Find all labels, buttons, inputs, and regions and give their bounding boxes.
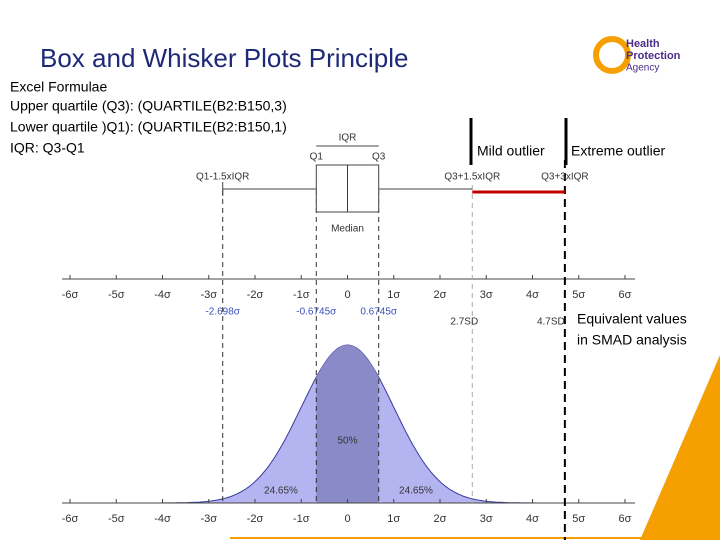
mild-outlier-label: Mild outlier (477, 143, 545, 159)
iqr-area (316, 345, 379, 503)
fence-label: Q1-1.5xIQR (196, 172, 249, 183)
axis-tick-label: 2σ (434, 289, 447, 301)
sd-label: 2.7SD (450, 317, 478, 328)
axis-tick-label: 2σ (434, 513, 447, 525)
axis-tick-label: -2σ (247, 289, 264, 301)
axis-tick-label: 4σ (526, 289, 539, 301)
axis-tick-label: 0 (344, 513, 350, 525)
axis-tick-label: 6σ (619, 289, 632, 301)
axis-tick-label: 3σ (480, 513, 493, 525)
axis-tick-label: 1σ (387, 513, 400, 525)
axis-tick-label: -5σ (108, 289, 125, 301)
equivalent-label: in SMAD analysis (577, 332, 687, 348)
q3-label: Q3 (372, 152, 386, 163)
formula-line: Upper quartile (Q3): (QUARTILE(B2:B150,3… (10, 98, 287, 114)
axis-tick-label: -1σ (293, 513, 310, 525)
equivalent-label: Equivalent values (577, 311, 687, 327)
axis-tick-label: 0 (344, 289, 350, 301)
axis-tick-label: 5σ (572, 513, 585, 525)
axis-tick-label: 1σ (387, 289, 400, 301)
logo-mark (593, 36, 631, 74)
axis-tick-label: -3σ (200, 289, 217, 301)
logo-text: Health (626, 38, 660, 50)
area-label: 50% (337, 436, 357, 447)
q1-label: Q1 (310, 152, 324, 163)
median-label: Median (331, 224, 364, 235)
sigma-label: 0.6745σ (360, 307, 398, 318)
sigma-label: -0.6745σ (296, 307, 337, 318)
axis-tick-label: -4σ (154, 289, 171, 301)
axis-tick-label: -3σ (200, 513, 217, 525)
sd-label: 4.7SD (537, 317, 565, 328)
axis-tick-label: -2σ (247, 513, 264, 525)
axis-tick-label: -1σ (293, 289, 310, 301)
axis-tick-label: -6σ (62, 289, 79, 301)
logo-text: Protection (626, 50, 681, 62)
area-label: 24.65% (399, 486, 433, 497)
area-label: 24.65% (264, 486, 298, 497)
fence-label: Q3+1.5xIQR (444, 172, 500, 183)
formula-line: Lower quartile )Q1): (QUARTILE(B2:B150,1… (10, 119, 287, 135)
sigma-label: -2.698σ (205, 307, 240, 318)
extreme-outlier-label: Extreme outlier (571, 143, 665, 159)
axis-tick-label: 3σ (480, 289, 493, 301)
logo: Health Protection Agency (593, 36, 681, 74)
axis-tick-label: -4σ (154, 513, 171, 525)
logo-text: Agency (626, 63, 659, 74)
formula-line: IQR: Q3-Q1 (10, 140, 85, 156)
slide-title: Box and Whisker Plots Principle (40, 43, 408, 73)
box-plot-diagram: -6σ -5σ -4σ -3σ -2σ -1σ 0 1σ 2σ 3σ 4σ 5σ 6σ -6σ -5σ -4σ… (62, 118, 687, 540)
iqr-label: IQR (339, 133, 357, 144)
axis-tick-label: 6σ (619, 513, 632, 525)
axis-tick-label: -5σ (108, 513, 125, 525)
corner-decoration (640, 355, 720, 540)
axis-tick-label: 4σ (526, 513, 539, 525)
axis-tick-label: 5σ (572, 289, 585, 301)
fence-label: Q3+3xIQR (541, 172, 589, 183)
axis-tick-label: -6σ (62, 513, 79, 525)
formula-line: Excel Formulae (10, 79, 107, 95)
